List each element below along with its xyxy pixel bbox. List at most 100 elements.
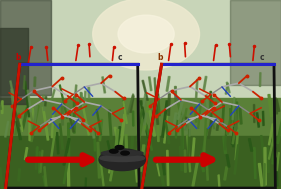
Polygon shape	[15, 113, 20, 135]
Polygon shape	[36, 147, 38, 160]
Polygon shape	[155, 89, 158, 99]
Polygon shape	[231, 122, 237, 144]
Polygon shape	[0, 168, 3, 189]
Polygon shape	[162, 101, 168, 137]
Polygon shape	[268, 124, 273, 145]
Polygon shape	[92, 128, 95, 138]
Polygon shape	[143, 94, 146, 106]
Polygon shape	[79, 93, 82, 107]
Polygon shape	[142, 81, 148, 100]
Polygon shape	[144, 99, 149, 130]
Polygon shape	[0, 90, 2, 109]
Polygon shape	[13, 109, 20, 126]
Polygon shape	[45, 97, 47, 106]
Polygon shape	[11, 89, 14, 109]
Polygon shape	[259, 73, 261, 86]
Polygon shape	[50, 125, 56, 162]
Ellipse shape	[101, 150, 143, 156]
Polygon shape	[136, 120, 143, 155]
Polygon shape	[120, 115, 126, 145]
Polygon shape	[154, 78, 156, 96]
Polygon shape	[67, 159, 70, 189]
Polygon shape	[2, 101, 3, 113]
Polygon shape	[175, 86, 177, 104]
Polygon shape	[164, 113, 168, 143]
Ellipse shape	[99, 149, 146, 171]
Polygon shape	[153, 97, 158, 115]
Polygon shape	[80, 98, 83, 105]
Polygon shape	[264, 164, 265, 187]
Polygon shape	[155, 104, 159, 124]
Polygon shape	[43, 176, 47, 189]
Polygon shape	[200, 155, 205, 172]
Polygon shape	[40, 150, 43, 172]
Polygon shape	[267, 147, 269, 172]
Polygon shape	[149, 77, 152, 91]
Polygon shape	[74, 85, 77, 100]
Polygon shape	[16, 122, 21, 139]
Text: c: c	[118, 53, 123, 62]
Polygon shape	[262, 112, 264, 125]
Polygon shape	[42, 107, 49, 140]
Polygon shape	[206, 164, 209, 180]
Polygon shape	[235, 124, 239, 160]
Polygon shape	[21, 108, 28, 131]
Polygon shape	[116, 127, 121, 154]
Polygon shape	[182, 114, 183, 149]
Polygon shape	[27, 90, 31, 112]
Polygon shape	[268, 95, 272, 116]
Polygon shape	[51, 112, 54, 138]
Polygon shape	[59, 124, 64, 149]
Polygon shape	[88, 87, 90, 98]
Polygon shape	[254, 147, 256, 178]
Text: c: c	[260, 53, 264, 62]
Polygon shape	[179, 147, 183, 170]
Polygon shape	[184, 150, 186, 172]
Ellipse shape	[118, 15, 174, 53]
Polygon shape	[29, 119, 30, 140]
Polygon shape	[204, 119, 206, 152]
Polygon shape	[195, 80, 198, 100]
Polygon shape	[264, 148, 266, 185]
Polygon shape	[135, 161, 138, 182]
Polygon shape	[212, 120, 214, 129]
Polygon shape	[42, 95, 45, 111]
Polygon shape	[24, 148, 28, 160]
Polygon shape	[31, 108, 35, 121]
Polygon shape	[97, 142, 100, 178]
Polygon shape	[235, 114, 238, 129]
Polygon shape	[33, 106, 37, 124]
Polygon shape	[232, 125, 236, 144]
Polygon shape	[4, 122, 9, 137]
Polygon shape	[194, 107, 197, 122]
Polygon shape	[231, 104, 235, 122]
Polygon shape	[175, 115, 178, 138]
Polygon shape	[51, 90, 55, 102]
Polygon shape	[114, 127, 120, 148]
Polygon shape	[25, 82, 30, 117]
Polygon shape	[80, 93, 85, 105]
Polygon shape	[276, 158, 278, 186]
Polygon shape	[12, 105, 15, 123]
Ellipse shape	[103, 163, 142, 167]
Polygon shape	[208, 98, 213, 118]
Polygon shape	[183, 120, 187, 134]
Polygon shape	[226, 99, 236, 134]
Polygon shape	[20, 120, 23, 131]
Polygon shape	[140, 145, 145, 171]
Polygon shape	[217, 112, 224, 132]
Polygon shape	[259, 163, 264, 189]
Polygon shape	[166, 77, 170, 91]
Polygon shape	[63, 153, 70, 184]
Polygon shape	[232, 128, 235, 147]
Polygon shape	[224, 127, 227, 149]
Polygon shape	[125, 135, 128, 154]
Polygon shape	[130, 137, 133, 162]
Polygon shape	[99, 119, 103, 141]
Polygon shape	[222, 105, 224, 125]
Polygon shape	[216, 122, 219, 130]
Polygon shape	[63, 139, 70, 165]
Polygon shape	[275, 99, 280, 111]
Polygon shape	[274, 112, 275, 126]
Polygon shape	[210, 91, 212, 126]
